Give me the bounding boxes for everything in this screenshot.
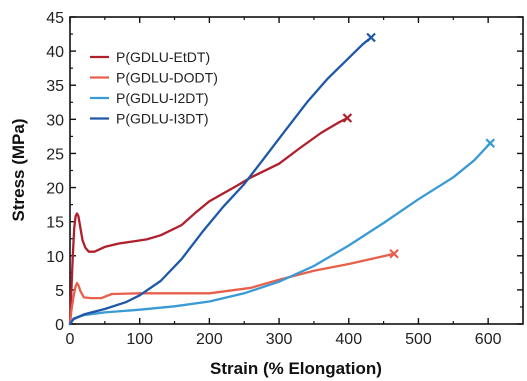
y-tick-label: 10 — [46, 249, 64, 266]
x-tick-label: 500 — [405, 331, 432, 348]
y-tick-label: 15 — [46, 215, 64, 232]
y-tick-label: 5 — [55, 283, 64, 300]
x-axis: 0 100 200 300 400 500 600 — [66, 17, 502, 348]
series-line-p-gdlu-dodt — [68, 252, 396, 326]
y-tick-label: 40 — [46, 44, 64, 61]
legend-label: P(GDLU-I2DT) — [116, 90, 209, 106]
y-axis: 0 5 10 15 20 25 30 35 40 45 — [46, 10, 523, 334]
legend: P(GDLU-EtDT) P(GDLU-DODT) P(GDLU-I2DT) P(GD… — [90, 49, 218, 127]
y-tick-label: 30 — [46, 112, 64, 129]
series-line-p-gdlu-i3dt — [68, 36, 373, 326]
y-tick-label: 35 — [46, 78, 64, 95]
fracture-marker-p-gdlu-dodt — [389, 248, 399, 259]
x-axis-title: Strain (% Elongation) — [210, 359, 382, 378]
fracture-marker-p-gdlu-i3dt — [366, 32, 376, 43]
x-tick-label: 200 — [196, 331, 223, 348]
y-axis-title: Stress (MPa) — [9, 119, 28, 222]
x-tick-label: 100 — [126, 331, 153, 348]
y-tick-label: 25 — [46, 146, 64, 163]
x-tick-label: 0 — [66, 331, 75, 348]
x-tick-label: 400 — [335, 331, 362, 348]
x-tick-label: 600 — [475, 331, 502, 348]
series-layer — [68, 32, 496, 326]
legend-label: P(GDLU-I3DT) — [116, 111, 209, 127]
x-tick-label: 300 — [266, 331, 293, 348]
series-line-p-gdlu-i2dt — [68, 142, 492, 326]
y-tick-label: 20 — [46, 181, 64, 198]
legend-label: P(GDLU-EtDT) — [116, 49, 210, 65]
fracture-marker-p-gdlu-i2dt — [485, 138, 496, 148]
y-tick-label: 0 — [55, 317, 64, 334]
legend-label: P(GDLU-DODT) — [116, 70, 218, 86]
y-tick-label: 45 — [46, 10, 64, 27]
fracture-marker-p-gdlu-etdt — [342, 113, 353, 123]
series-line-p-gdlu-etdt — [68, 116, 349, 326]
